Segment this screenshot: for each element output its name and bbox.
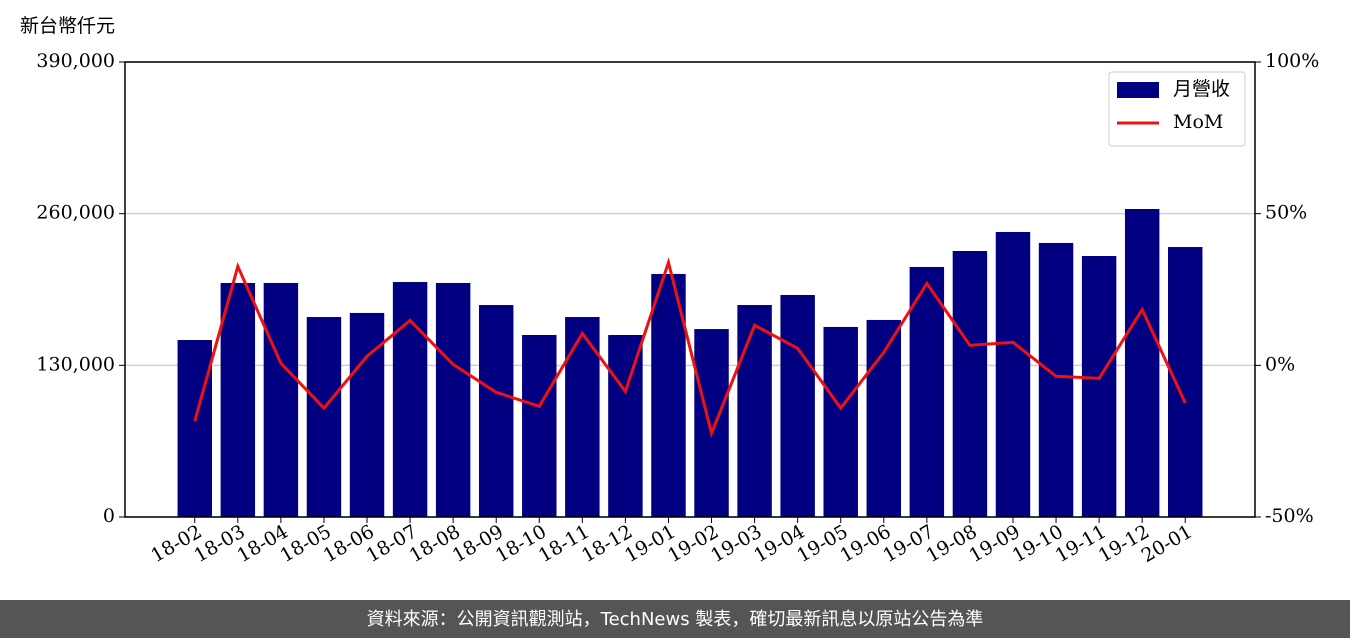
bar <box>694 329 729 517</box>
bar <box>565 317 600 517</box>
line <box>193 257 1187 439</box>
bar <box>1081 256 1117 517</box>
y2-tick-label: 0% <box>1265 353 1295 375</box>
y2-tick-label: 100% <box>1265 50 1319 72</box>
bar <box>435 282 471 517</box>
y-tick-label: 390,000 <box>36 50 115 72</box>
y-tick-label: 260,000 <box>36 202 115 224</box>
plot-frame <box>124 61 1256 518</box>
bar <box>823 326 858 517</box>
y-tick-label: 0 <box>103 505 115 527</box>
bar <box>909 266 945 517</box>
bar <box>737 305 772 517</box>
bar <box>349 312 385 517</box>
legend-swatch <box>1117 82 1159 98</box>
bar <box>392 282 428 517</box>
footer-bar <box>0 600 1350 638</box>
bar <box>780 294 815 517</box>
bar <box>263 282 299 517</box>
bar <box>478 305 514 517</box>
footer: 資料來源：公開資訊觀測站，TechNews 製表，確切最新訊息以原站公告為準 <box>367 609 984 630</box>
bar <box>522 335 557 517</box>
bar <box>1168 247 1203 518</box>
y-tick-label: 130,000 <box>36 353 115 375</box>
bar <box>995 231 1031 517</box>
bar <box>1124 209 1160 517</box>
bar <box>1038 242 1074 517</box>
y-unit-label: 新台幣仟元 <box>20 15 115 37</box>
bar <box>651 273 686 517</box>
legend: 月營收 MoM <box>1108 71 1246 147</box>
bar <box>952 251 988 517</box>
bar <box>306 317 342 517</box>
bar <box>177 340 212 517</box>
x-tick-label: 20-01 <box>1138 521 1196 567</box>
y2-tick-label: -50% <box>1265 505 1314 527</box>
bar <box>220 282 256 517</box>
y2-tick-label: 50% <box>1265 202 1307 224</box>
bar <box>608 335 643 517</box>
legend-label: 月營收 <box>1173 78 1230 100</box>
legend-label: MoM <box>1173 111 1223 133</box>
